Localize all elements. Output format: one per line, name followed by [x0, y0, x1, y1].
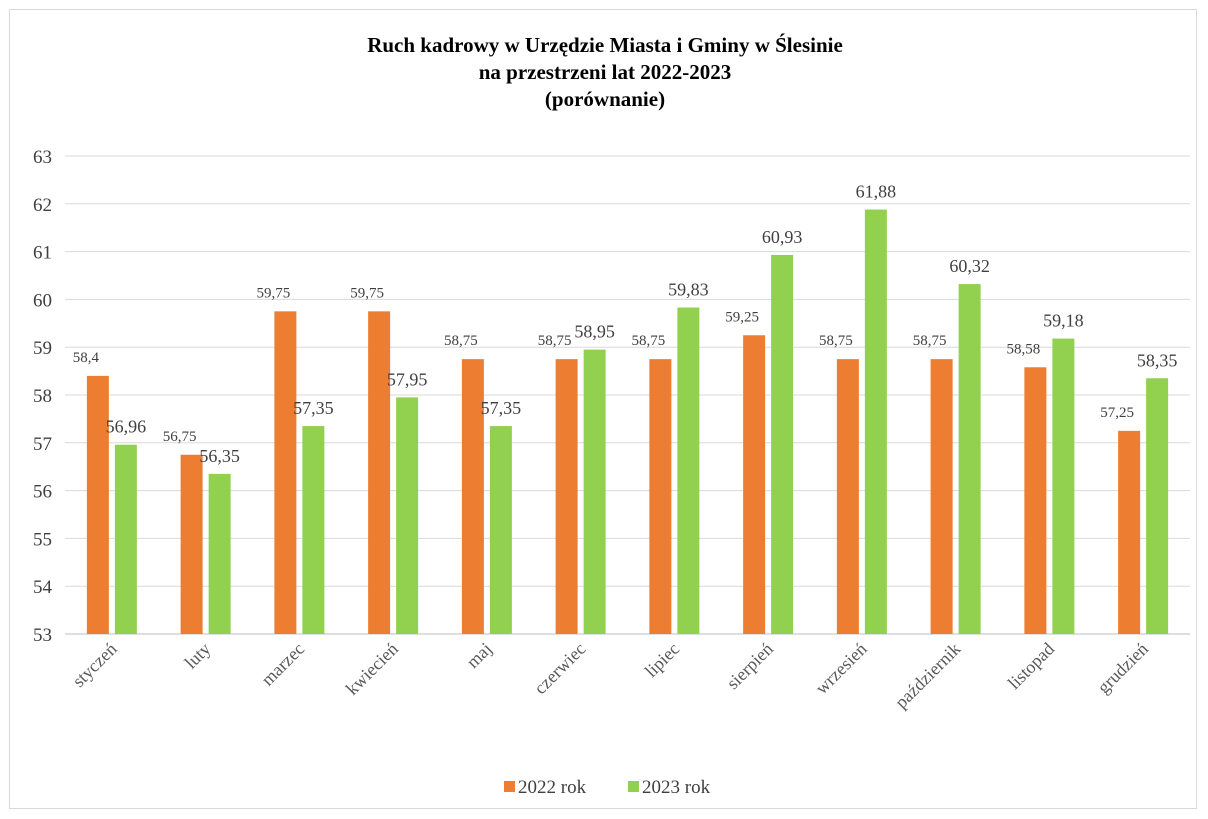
bar-2023-4: [489, 426, 512, 634]
bar-2023-7: [771, 254, 794, 635]
bar-2022-5: [555, 359, 578, 634]
data-label-2022: 58,58: [1007, 341, 1041, 357]
bar-2022-4: [461, 359, 484, 634]
data-label-2022: 58,75: [444, 333, 478, 349]
data-label-2022: 58,75: [632, 333, 666, 349]
bar-2023-1: [208, 473, 231, 634]
chart-title-line: na przestrzeni lat 2022-2023: [479, 60, 732, 84]
bar-2023-5: [583, 349, 606, 634]
chart-title-line: Ruch kadrowy w Urzędzie Miasta i Gminy w…: [367, 33, 843, 57]
data-label-2023: 57,95: [387, 369, 428, 389]
x-tick-label: listopad: [1004, 639, 1058, 693]
bar-2022-0: [86, 375, 109, 634]
data-label-2022: 57,25: [1100, 405, 1134, 421]
y-tick-label: 59: [33, 338, 52, 359]
data-label-2022: 59,25: [725, 309, 759, 325]
data-label-2023: 60,93: [762, 227, 803, 247]
data-label-2022: 59,75: [257, 285, 291, 301]
x-tick-label: lipiec: [641, 639, 683, 681]
data-label-2022: 58,75: [913, 333, 947, 349]
bar-2023-6: [677, 307, 700, 634]
data-label-2023: 60,32: [949, 256, 990, 276]
bar-2022-7: [743, 335, 766, 634]
x-tick-label: grudzień: [1093, 639, 1152, 698]
bar-2023-10: [1052, 338, 1075, 634]
bar-2023-8: [864, 209, 887, 634]
x-tick-label: październik: [891, 639, 965, 713]
legend: 2022 rok 2023 rok: [504, 777, 711, 798]
x-tick-label: marzec: [257, 639, 308, 690]
data-label-2023: 61,88: [856, 182, 897, 202]
y-tick-label: 57: [33, 434, 52, 455]
bar-2022-10: [1024, 367, 1047, 634]
data-label-2022: 59,75: [350, 285, 384, 301]
x-tick-label: maj: [462, 639, 495, 672]
gridlines: [65, 155, 1190, 635]
bar-2022-6: [649, 359, 672, 634]
bar-2023-3: [396, 397, 419, 634]
y-tick-label: 62: [33, 195, 52, 216]
data-label-2023: 56,35: [199, 446, 240, 466]
chart-title-line: (porównanie): [545, 87, 665, 111]
y-tick-label: 53: [33, 625, 52, 646]
bar-2022-3: [368, 311, 391, 634]
chart-title: Ruch kadrowy w Urzędzie Miasta i Gminy w…: [367, 33, 843, 111]
y-axis-ticks: 53 54 55 56 57 58 59 60 61 62 63: [33, 147, 53, 646]
data-label-2022: 58,75: [819, 333, 853, 349]
y-tick-label: 60: [33, 290, 52, 311]
data-label-2023: 57,35: [481, 398, 522, 418]
x-tick-label: sierpień: [723, 639, 777, 693]
bar-2023-11: [1146, 378, 1169, 634]
legend-label-2023: 2023 rok: [642, 777, 711, 798]
y-tick-label: 58: [33, 386, 52, 407]
legend-swatch-2022: [504, 781, 515, 792]
data-label-2023: 59,83: [668, 280, 709, 300]
data-label-2023: 57,35: [293, 398, 334, 418]
x-tick-label: luty: [181, 639, 215, 673]
bar-2023-9: [958, 284, 981, 634]
x-tick-label: czerwiec: [530, 639, 589, 698]
data-label-2023: 56,96: [106, 417, 147, 437]
bar-2022-8: [836, 359, 859, 634]
x-tick-label: styczeń: [68, 639, 120, 691]
bar-2022-11: [1118, 430, 1141, 634]
bar-2022-2: [274, 311, 297, 634]
x-tick-label: wrzesień: [811, 639, 870, 698]
data-label-2022: 56,75: [163, 429, 197, 445]
y-tick-label: 61: [33, 243, 52, 264]
bar-2022-9: [930, 359, 953, 634]
data-label-2023: 59,18: [1043, 311, 1084, 331]
legend-label-2022: 2022 rok: [518, 777, 587, 798]
bar-2023-2: [302, 426, 325, 634]
bar-2023-0: [114, 444, 137, 634]
bar-2022-1: [180, 454, 203, 634]
data-label-2023: 58,35: [1137, 350, 1178, 370]
y-tick-label: 56: [33, 482, 52, 503]
bars: [86, 209, 1169, 635]
data-label-2023: 58,95: [574, 322, 615, 342]
y-tick-label: 63: [33, 147, 52, 168]
legend-swatch-2023: [628, 781, 639, 792]
y-tick-label: 55: [33, 529, 52, 550]
data-label-2022: 58,75: [538, 333, 572, 349]
x-axis-ticks: styczeń luty marzec kwiecień maj czerwiec lipi…: [68, 639, 1152, 713]
y-tick-label: 54: [33, 577, 53, 598]
x-tick-label: kwiecień: [342, 639, 402, 699]
data-label-2022: 58,4: [73, 350, 100, 366]
